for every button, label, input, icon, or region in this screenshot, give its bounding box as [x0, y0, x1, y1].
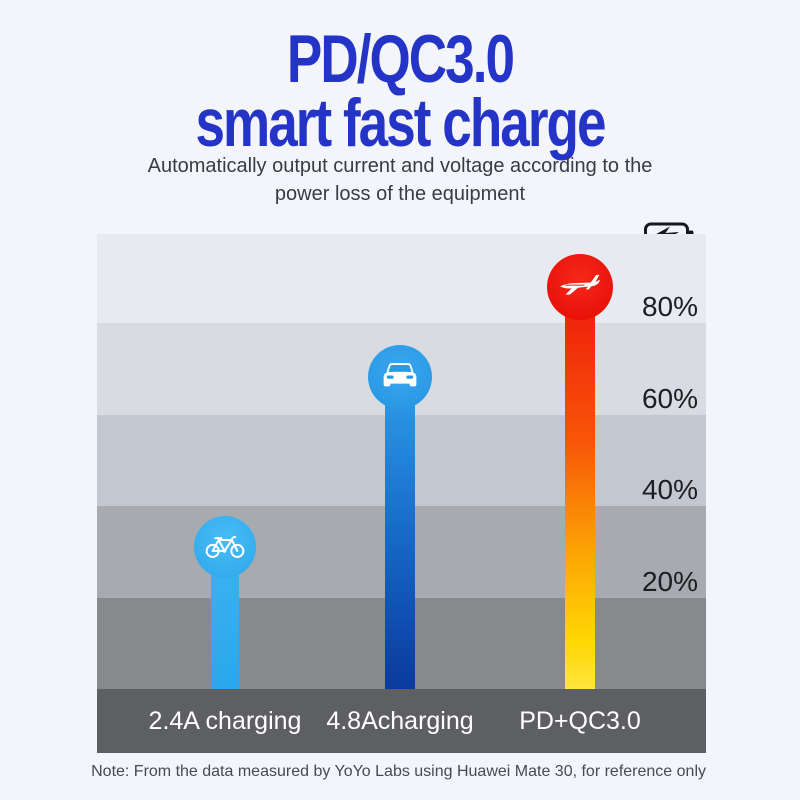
- chart-category-strip: [97, 689, 706, 753]
- bar-label-2-4a: 2.4A charging: [148, 707, 302, 735]
- page-title-line2: smart fast charge: [195, 85, 606, 161]
- bar-head-car: [368, 345, 432, 409]
- axis-tick-40: 40%: [641, 474, 698, 505]
- subtitle-line2: power loss of the equipment: [274, 183, 526, 205]
- axis-tick-60: 60%: [641, 383, 698, 414]
- footnote: Note: From the data measured by YoYo Lab…: [91, 763, 706, 780]
- bar-label-pd-qc30: PD+QC3.0: [519, 707, 641, 735]
- car-icon: [380, 360, 420, 395]
- bar-pd-qc30: [565, 287, 595, 689]
- bar-label-4-8a: 4.8Acharging: [326, 707, 474, 735]
- charging-speed-chart: 80% 60% 40% 20%: [97, 234, 706, 753]
- bar-4-8a-charging: [385, 377, 415, 689]
- chart-band-80-100: [97, 234, 706, 323]
- bar-head-airplane: [547, 254, 613, 320]
- bicycle-icon: [204, 531, 246, 564]
- axis-tick-20: 20%: [641, 566, 698, 597]
- axis-tick-80: 80%: [641, 291, 698, 322]
- airplane-icon: [558, 271, 602, 304]
- bar-head-bicycle: [194, 516, 256, 578]
- page-subtitle: Automatically output current and voltage…: [0, 152, 800, 208]
- subtitle-line1: Automatically output current and voltage…: [147, 155, 653, 177]
- page-title-line1: PD/QC3.0: [286, 21, 515, 97]
